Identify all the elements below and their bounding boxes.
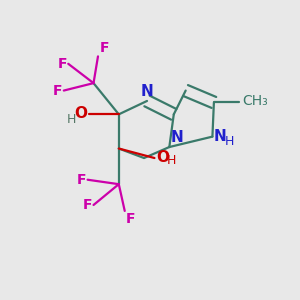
Text: N: N <box>214 129 227 144</box>
Text: F: F <box>57 57 67 71</box>
Text: H: H <box>166 154 176 167</box>
Text: F: F <box>100 41 109 55</box>
Text: O: O <box>75 106 88 121</box>
Text: N: N <box>141 84 153 99</box>
Text: F: F <box>53 84 62 98</box>
Text: H: H <box>224 136 234 148</box>
Text: H: H <box>67 113 76 126</box>
Text: F: F <box>76 173 86 187</box>
Text: O: O <box>156 150 169 165</box>
Text: N: N <box>171 130 184 145</box>
Text: F: F <box>82 198 92 212</box>
Text: CH₃: CH₃ <box>242 94 268 108</box>
Text: F: F <box>126 212 136 226</box>
